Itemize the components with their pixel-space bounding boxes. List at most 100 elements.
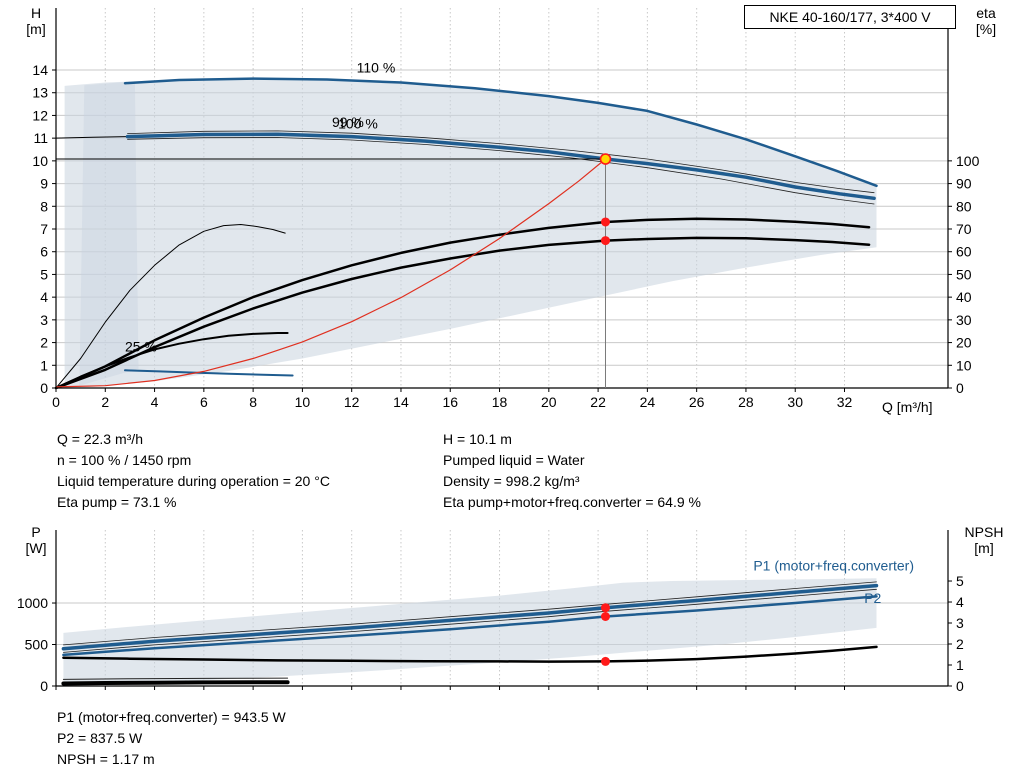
left-tick-label: 6 xyxy=(40,244,48,260)
eta-axis-label: eta [%] xyxy=(962,5,1010,37)
info-h: H = 10.1 m xyxy=(443,431,512,447)
label-p1: P1 (motor+freq.converter) xyxy=(753,558,914,574)
npsh-axis-label: NPSH [m] xyxy=(952,524,1016,556)
min-speed-band xyxy=(79,81,139,386)
p-25pct-band xyxy=(62,677,289,680)
h-axis-label-line2: [m] xyxy=(26,21,46,37)
left-tick-label: 1000 xyxy=(17,595,48,611)
curve-100pct xyxy=(125,132,876,201)
left-tick-label: 8 xyxy=(40,198,48,214)
x-tick-label: 32 xyxy=(837,394,853,410)
h-axis-label: H [m] xyxy=(18,5,54,37)
left-tick-label: 14 xyxy=(32,62,48,78)
right-tick-label: 5 xyxy=(956,573,964,589)
label-110pct: 110 % xyxy=(357,59,396,75)
right-tick-label: 70 xyxy=(956,221,972,237)
left-tick-label: 5 xyxy=(40,266,48,282)
eta-pump-curve xyxy=(54,217,871,390)
left-tick-label: 13 xyxy=(32,85,48,101)
right-tick-label: 100 xyxy=(956,153,980,169)
curve-110pct xyxy=(123,77,878,188)
eta-reduced-speed-curve xyxy=(55,224,286,389)
p-axis-label: P [W] xyxy=(18,524,54,556)
marker-duty-point[interactable] xyxy=(599,153,612,165)
eta-axis-label-line2: [%] xyxy=(975,21,997,37)
info-liquid-temp: Liquid temperature during operation = 20… xyxy=(57,473,330,489)
x-tick-label: 2 xyxy=(101,394,109,410)
x-tick-label: 22 xyxy=(590,394,606,410)
marker-npsh xyxy=(600,656,610,666)
hq-eta-chart: 0123456789101112131401020304050607080901… xyxy=(32,8,980,410)
pump-model-title: NKE 40-160/177, 3*400 V xyxy=(744,5,956,29)
x-tick-label: 12 xyxy=(344,394,360,410)
p2-curve xyxy=(62,595,878,657)
right-tick-label: 40 xyxy=(956,289,972,305)
eta-axis-label-line1: eta xyxy=(976,5,996,21)
curve-100pct-lead xyxy=(55,136,128,139)
right-tick-label: 30 xyxy=(956,312,972,328)
label-99pct: 99 % xyxy=(332,114,364,130)
right-tick-label: 3 xyxy=(956,615,964,631)
h-axis-label-line1: H xyxy=(30,5,42,21)
curve-25pct-aux xyxy=(55,332,289,389)
q-axis-label: Q [m³/h] xyxy=(882,399,933,415)
right-tick-label: 20 xyxy=(956,335,972,351)
x-tick-label: 14 xyxy=(393,394,409,410)
duty-envelope xyxy=(64,78,877,388)
x-tick-label: 18 xyxy=(492,394,508,410)
marker-p1 xyxy=(600,603,610,613)
info-eta-total: Eta pump+motor+freq.converter = 64.9 % xyxy=(443,494,701,510)
info-p1: P1 (motor+freq.converter) = 943.5 W xyxy=(57,709,286,725)
npsh-axis-label-line2: [m] xyxy=(974,540,994,556)
right-tick-label: 80 xyxy=(956,198,972,214)
info-p2: P2 = 837.5 W xyxy=(57,730,143,746)
left-tick-label: 1 xyxy=(40,357,48,373)
left-tick-label: 2 xyxy=(40,335,48,351)
operating-point-info-left: Q = 22.3 m³/h n = 100 % / 1450 rpm Liqui… xyxy=(57,429,330,513)
left-tick-label: 12 xyxy=(32,107,48,123)
right-tick-label: 0 xyxy=(956,380,964,396)
p1-band-hi xyxy=(63,581,877,646)
right-tick-label: 0 xyxy=(956,678,964,694)
curve-100pct-band-hi xyxy=(127,130,875,194)
label-p2: P2 xyxy=(864,590,881,606)
npsh-curve xyxy=(62,645,878,663)
left-tick-label: 500 xyxy=(25,637,49,653)
right-tick-label: 10 xyxy=(956,357,972,373)
right-tick-label: 4 xyxy=(956,594,964,610)
x-tick-label: 24 xyxy=(640,394,656,410)
p1-curve xyxy=(61,583,879,651)
power-envelope xyxy=(63,578,877,686)
curve-100pct-band-lo xyxy=(127,137,875,205)
x-tick-label: 28 xyxy=(738,394,754,410)
marker-p2 xyxy=(600,612,610,622)
info-pumped-liquid: Pumped liquid = Water xyxy=(443,452,585,468)
npsh-axis-label-line1: NPSH xyxy=(964,524,1004,540)
left-tick-label: 0 xyxy=(40,380,48,396)
label-100pct: 100 % xyxy=(338,116,378,132)
right-tick-label: 2 xyxy=(956,636,964,652)
info-density: Density = 998.2 kg/m³ xyxy=(443,473,580,489)
info-eta-pump: Eta pump = 73.1 % xyxy=(57,494,177,510)
right-tick-label: 50 xyxy=(956,266,972,282)
power-npsh-chart: 0 500 1000 0 1 2 3 4 5 P1 (motor+freq.converter) P… xyxy=(17,530,964,694)
label-25pct: 25 % xyxy=(125,339,157,355)
x-tick-label: 16 xyxy=(442,394,458,410)
x-tick-label: 26 xyxy=(689,394,705,410)
x-tick-label: 10 xyxy=(295,394,311,410)
info-q: Q = 22.3 m³/h xyxy=(57,431,143,447)
right-tick-label: 90 xyxy=(956,176,972,192)
left-tick-label: 11 xyxy=(33,130,48,146)
p-axis-label-line2: [W] xyxy=(25,540,47,556)
x-tick-label: 4 xyxy=(151,394,159,410)
operating-point-info-right: H = 10.1 m Pumped liquid = Water Density… xyxy=(443,429,701,513)
p-axis-label-line1: P xyxy=(31,524,41,540)
x-tick-label: 30 xyxy=(787,394,803,410)
p-25pct-curve xyxy=(61,680,290,686)
left-tick-label: 10 xyxy=(32,153,48,169)
info-speed: n = 100 % / 1450 rpm xyxy=(57,452,192,468)
left-tick-label: 9 xyxy=(40,176,48,192)
left-tick-label: 3 xyxy=(40,312,48,328)
left-tick-label: 7 xyxy=(40,221,48,237)
